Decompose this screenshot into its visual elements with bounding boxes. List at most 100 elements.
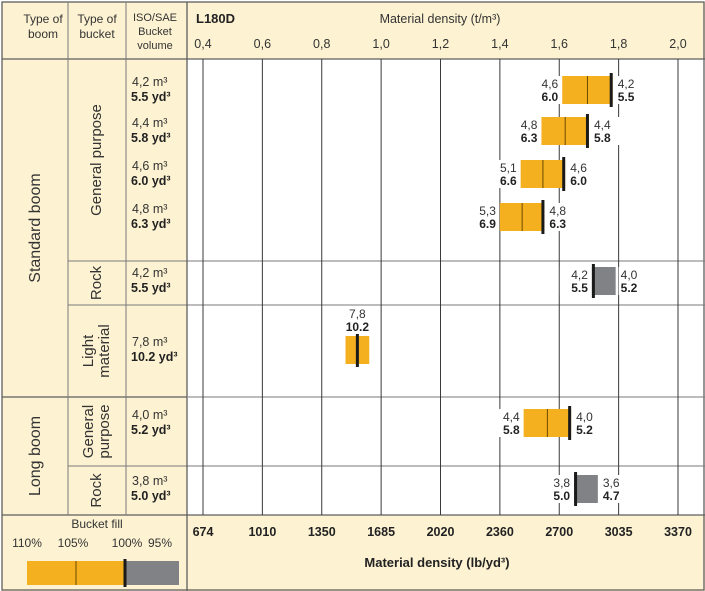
bar-left-m3: 4,8 (521, 118, 538, 132)
label-backdrop (618, 267, 647, 295)
header: Type of boom Type of bucket ISO/SAE Buck… (23, 11, 500, 52)
bottom-tick-label: 1010 (248, 525, 276, 539)
bucket-type-labels: General purpose Rock Light material General p… (80, 104, 113, 507)
bar-right-yd3: 5.5 (618, 90, 635, 104)
label-backdrop (488, 160, 519, 188)
bar-right-yd3: 5.8 (594, 131, 611, 145)
volume-yd3: 6.3 yd³ (131, 217, 171, 231)
boom-type-label: Long boom (27, 416, 44, 496)
bar-left-m3: 5,3 (479, 204, 496, 218)
bar-left-yd3: 5.5 (571, 281, 588, 295)
bar-left-yd3: 6.3 (521, 131, 538, 145)
bar-left-m3: 4,6 (542, 77, 559, 91)
top-tick-label: 0,8 (313, 37, 330, 51)
legend-percent-label: 105% (58, 536, 89, 550)
volume-m3: 4,0 m³ (132, 408, 167, 422)
volume-m3: 4,6 m³ (132, 159, 167, 173)
chart-model-title: L180D (196, 11, 235, 26)
bottom-tick-label: 3370 (664, 525, 692, 539)
bar-label-m3: 7,8 (349, 307, 366, 321)
bar-right-yd3: 5.2 (621, 281, 638, 295)
label-backdrop (615, 76, 644, 104)
bar-right-m3: 4,0 (621, 268, 638, 282)
boom-type-labels: Standard boom Long boom (27, 173, 44, 496)
top-tick-label: 1,4 (491, 37, 508, 51)
top-tick-label: 1,2 (432, 37, 449, 51)
bucket-type-label: General purpose (88, 104, 105, 216)
volume-m3: 4,8 m³ (132, 202, 167, 216)
volume-yd3: 10.2 yd³ (131, 350, 178, 364)
volume-m3: 4,2 m³ (132, 266, 167, 280)
bar-left-yd3: 6.9 (479, 217, 496, 231)
header-volume-line1: ISO/SAE (133, 12, 177, 24)
label-backdrop (509, 117, 540, 145)
legend-title: Bucket fill (71, 517, 122, 531)
volume-m3: 4,4 m³ (132, 116, 167, 130)
top-tick-label: 0,6 (254, 37, 271, 51)
bar-left-m3: 3,8 (553, 476, 570, 490)
label-backdrop (574, 409, 603, 437)
bar-right-m3: 4,2 (618, 77, 635, 91)
header-type-of-boom-line2: boom (28, 27, 58, 41)
density-bar (591, 267, 616, 295)
bar-left-m3: 4,4 (503, 410, 520, 424)
top-axis-title: Material density (t/m³) (380, 12, 501, 26)
bar-right-m3: 4,0 (576, 410, 593, 424)
bucket-type-label: purpose (96, 404, 113, 458)
legend-percent-labels: 110% 105% 100% 95% (12, 536, 172, 550)
bar-right-yd3: 6.0 (570, 174, 587, 188)
bucket-type-label: Rock (88, 265, 105, 300)
bar-right-m3: 3,6 (603, 476, 620, 490)
label-backdrop (467, 203, 498, 231)
label-backdrop (491, 409, 522, 437)
density-bars: 4,66.04,25.54,86.34,45.85,16.64,66.05,36… (343, 73, 647, 506)
top-tick-label: 1,0 (372, 37, 389, 51)
bar-right-yd3: 6.3 (549, 217, 566, 231)
bottom-tick-label: 2700 (545, 525, 573, 539)
volume-yd3: 5.8 yd³ (131, 131, 171, 145)
header-type-of-bucket-line1: Type of (77, 12, 117, 26)
boom-type-label: Standard boom (27, 173, 44, 282)
bar-left-yd3: 5.8 (503, 423, 520, 437)
bucket-type-label: Light (80, 334, 97, 367)
bottom-tick-label: 1350 (308, 525, 336, 539)
volume-m3: 3,8 m³ (132, 474, 167, 488)
bottom-tick-label: 1685 (367, 525, 395, 539)
header-type-of-bucket-line2: bucket (79, 27, 115, 41)
legend-percent-label: 100% (112, 536, 143, 550)
legend-percent-label: 110% (12, 536, 42, 550)
bucket-fill-legend: Bucket fill 110% 105% 100% 95% (12, 517, 179, 587)
header-volume-line2: Bucket (138, 26, 172, 38)
footer-background (187, 515, 705, 591)
left-columns-background (2, 2, 187, 591)
bar-right-yd3: 5.2 (576, 423, 593, 437)
volume-yd3: 5.0 yd³ (131, 489, 171, 503)
header-volume-line3: volume (137, 40, 172, 52)
bucket-type-label: General (80, 405, 97, 458)
header-background (187, 2, 705, 59)
volume-yd3: 5.5 yd³ (131, 90, 171, 104)
label-backdrop (530, 76, 561, 104)
bar-left-yd3: 6.0 (542, 90, 559, 104)
bar-right-m3: 4,8 (549, 204, 566, 218)
bottom-tick-label: 674 (193, 525, 214, 539)
label-backdrop (542, 475, 573, 503)
bar-left-m3: 4,2 (571, 268, 588, 282)
bar-left-yd3: 5.0 (553, 489, 570, 503)
header-type-of-boom-line1: Type of (23, 12, 63, 26)
legend-percent-label: 95% (148, 536, 172, 550)
label-backdrop (559, 267, 590, 295)
bar-left-m3: 5,1 (500, 161, 517, 175)
top-tick-label: 1,8 (610, 37, 627, 51)
bottom-axis-ticks: 674 1010 1350 1685 2020 2360 2700 3035 3370 (193, 525, 692, 539)
top-tick-label: 1,6 (551, 37, 568, 51)
bucket-type-label: Rock (88, 473, 105, 508)
bar-right-m3: 4,6 (570, 161, 587, 175)
label-backdrop (600, 475, 629, 503)
label-backdrop (568, 160, 597, 188)
top-tick-label: 2,0 (669, 37, 686, 51)
volume-yd3: 5.2 yd³ (131, 423, 171, 437)
